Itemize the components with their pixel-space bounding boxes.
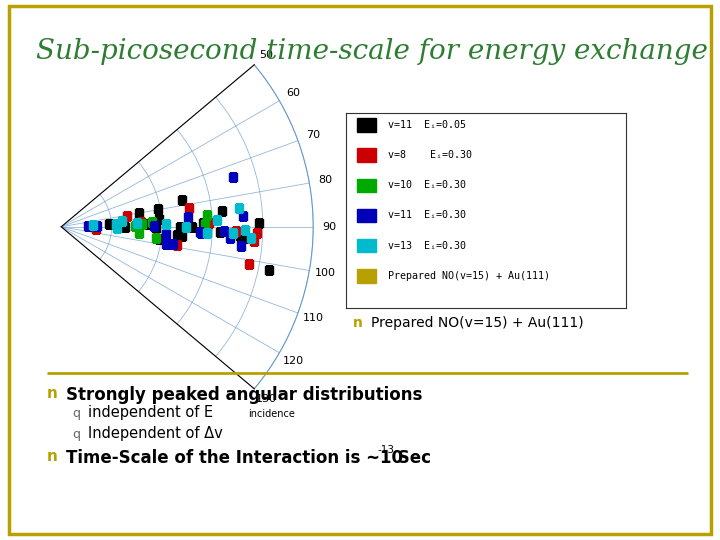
Point xyxy=(251,229,262,238)
Point xyxy=(132,208,144,217)
Text: Strongly peaked angular distributions: Strongly peaked angular distributions xyxy=(66,386,423,404)
Point xyxy=(160,239,171,248)
Point xyxy=(211,216,222,225)
Point xyxy=(119,222,130,231)
Point xyxy=(230,227,242,235)
Point xyxy=(142,220,153,228)
Bar xyxy=(357,118,377,132)
Point xyxy=(215,228,226,237)
Point xyxy=(183,213,194,221)
Point xyxy=(228,173,239,181)
Text: Sec: Sec xyxy=(392,449,431,467)
Point xyxy=(136,220,148,228)
Text: independent of E: independent of E xyxy=(88,405,213,420)
Text: v=11  Eᵢ=0.05: v=11 Eᵢ=0.05 xyxy=(387,120,466,130)
Bar xyxy=(357,179,377,192)
Text: n: n xyxy=(47,449,58,464)
Point xyxy=(121,212,132,221)
Point xyxy=(202,211,213,220)
Point xyxy=(234,231,246,240)
Text: incidence: incidence xyxy=(248,409,295,420)
Text: Prepared NO(v=15) + Au(111): Prepared NO(v=15) + Au(111) xyxy=(371,316,583,330)
Point xyxy=(172,240,184,249)
Point xyxy=(176,231,188,240)
Point xyxy=(91,222,103,231)
Point xyxy=(110,221,122,230)
Point xyxy=(148,222,160,231)
Point xyxy=(253,218,264,227)
Text: n: n xyxy=(47,386,58,401)
Point xyxy=(150,224,162,233)
Text: v=8    Eᵢ=0.30: v=8 Eᵢ=0.30 xyxy=(387,150,472,160)
Text: n: n xyxy=(353,316,363,330)
Point xyxy=(171,231,183,239)
Text: Independent of Δv: Independent of Δv xyxy=(88,426,222,441)
Point xyxy=(153,204,164,213)
Bar xyxy=(357,208,377,222)
Text: v=11  Eᵢ=0.30: v=11 Eᵢ=0.30 xyxy=(387,211,466,220)
Text: Sub-picosecond time-scale for energy exchange: Sub-picosecond time-scale for energy exc… xyxy=(36,38,708,65)
Point xyxy=(175,222,186,231)
Point xyxy=(181,223,192,232)
Point xyxy=(135,217,146,226)
Point xyxy=(87,220,99,229)
Point xyxy=(160,230,171,238)
Point xyxy=(195,229,207,238)
Point xyxy=(217,207,228,215)
Text: q: q xyxy=(72,428,80,441)
Text: Prepared NO(v=15) + Au(111): Prepared NO(v=15) + Au(111) xyxy=(387,271,550,281)
Point xyxy=(146,218,158,226)
Point xyxy=(248,237,260,245)
Point xyxy=(176,196,188,205)
Point xyxy=(90,224,102,233)
Point xyxy=(132,229,144,238)
Point xyxy=(194,228,205,237)
Point xyxy=(161,219,172,228)
Point xyxy=(199,220,210,228)
Point xyxy=(116,216,127,225)
Point xyxy=(227,228,238,237)
Point xyxy=(264,266,275,275)
Bar xyxy=(357,269,377,282)
Point xyxy=(111,224,122,232)
Point xyxy=(237,212,248,221)
Point xyxy=(233,204,245,212)
Text: v=10  Eᵢ=0.30: v=10 Eᵢ=0.30 xyxy=(387,180,466,190)
Point xyxy=(235,242,246,251)
Bar xyxy=(357,148,377,162)
Point xyxy=(130,222,141,231)
Point xyxy=(246,234,257,242)
Point xyxy=(243,260,255,268)
Point xyxy=(110,220,122,228)
Bar xyxy=(357,239,377,252)
Text: -13: -13 xyxy=(377,445,395,455)
Text: Time-Scale of the Interaction is ~10: Time-Scale of the Interaction is ~10 xyxy=(66,449,403,467)
Point xyxy=(104,220,115,228)
Point xyxy=(218,227,230,235)
Point xyxy=(153,215,164,224)
Point xyxy=(150,234,162,242)
Point xyxy=(201,220,212,229)
Point xyxy=(240,226,251,234)
Text: v=13  Eᵢ=0.30: v=13 Eᵢ=0.30 xyxy=(387,241,466,251)
Point xyxy=(153,235,165,244)
Point xyxy=(197,218,208,227)
Point xyxy=(224,233,235,242)
Point xyxy=(132,219,143,227)
Point xyxy=(82,221,94,230)
Point xyxy=(167,239,179,248)
Point xyxy=(238,234,250,242)
Point xyxy=(186,223,198,232)
Point xyxy=(203,218,215,227)
Point xyxy=(201,228,212,237)
Point xyxy=(184,203,195,212)
Text: q: q xyxy=(72,407,80,420)
